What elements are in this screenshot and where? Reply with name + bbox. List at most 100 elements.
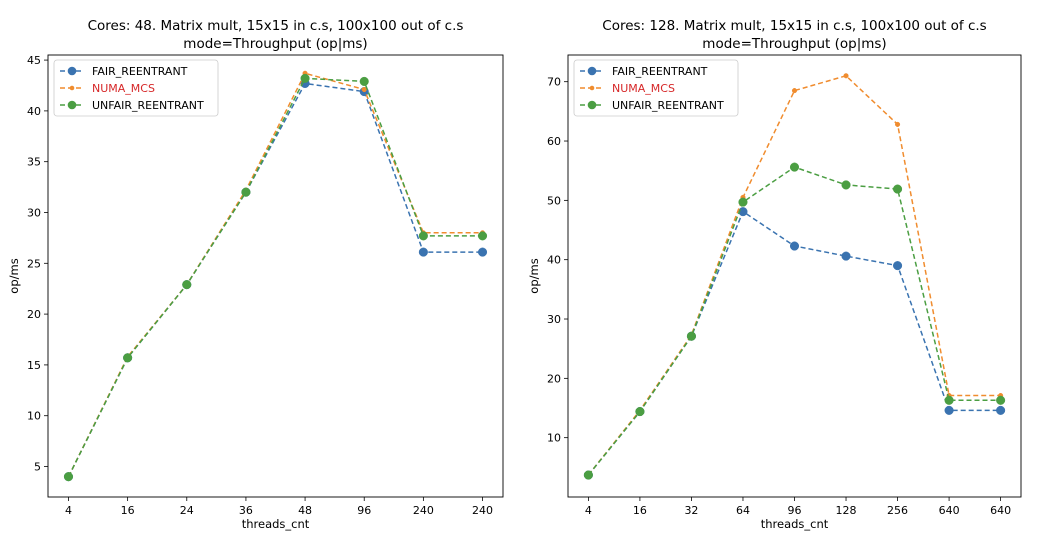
y-tick-label: 10 bbox=[27, 410, 41, 423]
legend-label: NUMA_MCS bbox=[92, 82, 155, 95]
series-line bbox=[67, 77, 483, 478]
data-point bbox=[418, 247, 428, 257]
data-point bbox=[843, 73, 849, 79]
x-tick-label: 96 bbox=[788, 504, 802, 517]
data-point bbox=[63, 472, 74, 482]
x-axis-label: threads_cnt bbox=[761, 517, 829, 531]
data-point bbox=[996, 395, 1006, 405]
legend-label: NUMA_MCS bbox=[612, 82, 675, 95]
x-tick-label: 4 bbox=[585, 504, 592, 517]
data-point bbox=[893, 184, 903, 194]
legend-label: UNFAIR_REENTRANT bbox=[92, 99, 204, 112]
legend-item: NUMA_MCS bbox=[580, 82, 675, 95]
y-tick-label: 20 bbox=[547, 372, 561, 385]
chart-panel-1: Cores: 48. Matrix mult, 15x15 in c.s, 10… bbox=[7, 18, 504, 531]
y-axis-label: op/ms bbox=[7, 258, 21, 293]
series-unfair-reentrant bbox=[63, 73, 488, 482]
y-tick-label: 45 bbox=[27, 54, 41, 67]
y-tick-label: 70 bbox=[547, 76, 561, 89]
x-tick-label: 640 bbox=[939, 504, 960, 517]
x-tick-label: 16 bbox=[633, 504, 647, 517]
data-point bbox=[791, 88, 798, 94]
y-tick-label: 40 bbox=[547, 254, 561, 267]
data-point bbox=[944, 395, 954, 405]
chart-title: Cores: 48. Matrix mult, 15x15 in c.s, 10… bbox=[88, 18, 464, 34]
legend-marker bbox=[67, 66, 77, 76]
series-numa-mcs bbox=[65, 70, 486, 480]
data-point bbox=[241, 187, 251, 197]
data-point bbox=[635, 407, 645, 417]
y-tick-label: 35 bbox=[27, 156, 41, 169]
y-axis-label: op/ms bbox=[527, 258, 541, 293]
plot-frame bbox=[47, 54, 504, 498]
legend-marker bbox=[587, 100, 597, 110]
data-point bbox=[789, 241, 800, 251]
series-line bbox=[587, 166, 1001, 476]
y-tick-label: 60 bbox=[547, 135, 561, 148]
legend-box bbox=[573, 59, 739, 117]
data-point bbox=[996, 405, 1006, 415]
legend-label: FAIR_REENTRANT bbox=[612, 65, 708, 78]
y-tick-label: 30 bbox=[547, 313, 561, 326]
y-tick-label: 40 bbox=[27, 105, 41, 118]
y-tick-label: 20 bbox=[27, 308, 41, 321]
legend-marker bbox=[69, 85, 75, 91]
data-point bbox=[300, 73, 310, 83]
data-point bbox=[477, 231, 488, 241]
chart-title: Cores: 128. Matrix mult, 15x15 in c.s, 1… bbox=[602, 18, 986, 34]
x-tick-label: 96 bbox=[357, 504, 371, 517]
legend-item: FAIR_REENTRANT bbox=[580, 65, 708, 78]
y-tick-label: 30 bbox=[27, 206, 41, 219]
data-point bbox=[418, 231, 428, 241]
series-unfair-reentrant bbox=[583, 162, 1006, 480]
x-tick-label: 64 bbox=[736, 504, 750, 517]
data-point bbox=[359, 76, 369, 86]
legend-item: FAIR_REENTRANT bbox=[60, 65, 188, 78]
chart-panel-2: Cores: 128. Matrix mult, 15x15 in c.s, 1… bbox=[527, 18, 1022, 531]
data-point bbox=[841, 180, 851, 190]
x-tick-label: 240 bbox=[413, 504, 434, 517]
series-line bbox=[67, 82, 483, 478]
x-tick-label: 36 bbox=[239, 504, 253, 517]
y-tick-label: 10 bbox=[547, 432, 561, 445]
data-point bbox=[738, 197, 748, 207]
data-point bbox=[841, 251, 851, 261]
x-axis-label: threads_cnt bbox=[242, 517, 310, 531]
data-point bbox=[944, 405, 954, 415]
y-tick-label: 25 bbox=[27, 257, 41, 270]
legend-marker bbox=[589, 85, 595, 91]
series-fair-reentrant bbox=[63, 78, 488, 482]
legend-box bbox=[53, 59, 219, 117]
x-tick-label: 128 bbox=[836, 504, 857, 517]
legend-marker bbox=[67, 100, 77, 110]
legend-item: UNFAIR_REENTRANT bbox=[580, 99, 724, 112]
x-tick-label: 240 bbox=[472, 504, 493, 517]
series-fair-reentrant bbox=[583, 207, 1006, 480]
y-tick-label: 5 bbox=[34, 461, 41, 474]
legend: FAIR_REENTRANT NUMA_MCS UNFAIR_REENTRANT bbox=[53, 59, 219, 117]
y-tick-label: 50 bbox=[547, 194, 561, 207]
data-point bbox=[477, 247, 488, 257]
series-line bbox=[587, 74, 1001, 476]
y-tick-label: 15 bbox=[27, 359, 41, 372]
x-tick-label: 4 bbox=[65, 504, 72, 517]
x-tick-label: 16 bbox=[121, 504, 135, 517]
legend-item: NUMA_MCS bbox=[60, 82, 155, 95]
data-point bbox=[583, 470, 593, 480]
legend-item: UNFAIR_REENTRANT bbox=[60, 99, 204, 112]
legend: FAIR_REENTRANT NUMA_MCS UNFAIR_REENTRANT bbox=[573, 59, 739, 117]
x-tick-label: 256 bbox=[887, 504, 908, 517]
data-point bbox=[893, 261, 903, 271]
x-tick-label: 32 bbox=[684, 504, 698, 517]
x-tick-label: 48 bbox=[298, 504, 312, 517]
data-point bbox=[789, 162, 800, 172]
legend-marker bbox=[587, 66, 597, 76]
x-tick-label: 640 bbox=[990, 504, 1011, 517]
chart-subtitle: mode=Throughput (op|ms) bbox=[183, 36, 367, 52]
data-point bbox=[182, 280, 192, 290]
data-point bbox=[895, 121, 901, 127]
data-point bbox=[686, 331, 696, 341]
legend-label: UNFAIR_REENTRANT bbox=[612, 99, 724, 112]
plot-frame bbox=[567, 54, 1022, 498]
